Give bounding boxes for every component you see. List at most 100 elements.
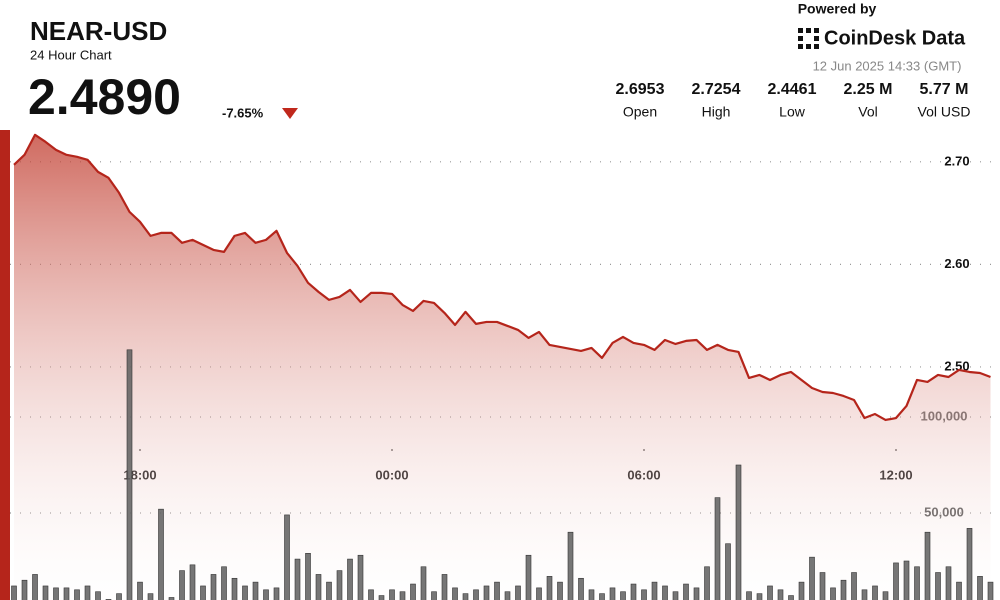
- volume-bar: [357, 554, 364, 600]
- volume-bar: [819, 572, 826, 600]
- volume-bar: [347, 558, 353, 600]
- volume-bar: [809, 556, 815, 600]
- volume-bar: [273, 587, 280, 600]
- volume-bar: [641, 589, 647, 600]
- volume-bar: [32, 574, 38, 600]
- y-tick-label: 2.60: [944, 256, 969, 271]
- volume-bar: [630, 583, 637, 600]
- volume-bar: [494, 581, 500, 600]
- volume-bar: [714, 497, 721, 600]
- volume-bar: [987, 581, 994, 600]
- volume-bar: [861, 589, 868, 600]
- volume-bar: [735, 464, 742, 600]
- brand-icon: [798, 28, 819, 49]
- volume-bar: [294, 558, 301, 600]
- volume-bar: [504, 591, 511, 600]
- volume-bar: [704, 566, 710, 600]
- volume-bar: [84, 585, 91, 600]
- volume-bar: [210, 574, 217, 600]
- volume-bar: [221, 566, 227, 600]
- volume-bar: [914, 566, 920, 600]
- brand: CoinDesk Data: [824, 27, 966, 49]
- price-line: [13, 133, 991, 422]
- chart-title: NEAR-USD: [30, 16, 167, 46]
- volume-bar: [599, 593, 605, 600]
- volume-bar: [473, 589, 479, 600]
- volume-bar: [851, 572, 857, 600]
- volume-bar: [179, 570, 185, 600]
- stat-value: 2.4461: [768, 81, 817, 98]
- stat-value: 2.7254: [692, 81, 741, 98]
- volume-bar: [147, 593, 154, 600]
- volume-bar: [620, 591, 626, 600]
- volume-bar: [252, 581, 259, 600]
- volume-bar: [116, 593, 122, 600]
- volume-bar: [242, 585, 248, 600]
- volume-bar: [672, 591, 679, 600]
- powered-by: Powered by: [798, 1, 877, 17]
- volume-bar: [683, 583, 689, 600]
- volume-bar: [536, 587, 542, 600]
- volume-bar: [725, 543, 731, 600]
- volume-bar: [231, 577, 238, 600]
- stat-value: 2.25 M: [844, 81, 893, 98]
- edge-strip: [0, 130, 10, 600]
- volume-bar: [378, 595, 385, 600]
- volume-bar: [578, 577, 584, 600]
- volume-bar: [452, 587, 458, 600]
- volume-bar: [662, 585, 668, 600]
- volume-bar: [74, 589, 80, 600]
- down-arrow: [282, 108, 298, 119]
- volume-bar: [389, 589, 395, 600]
- volume-bar: [263, 589, 269, 600]
- volume-bar: [11, 585, 17, 600]
- volume-bar: [935, 572, 941, 600]
- stat-label: Vol USD: [918, 104, 971, 120]
- stat-label: High: [702, 104, 731, 120]
- stat-label: Open: [623, 104, 657, 120]
- volume-bar: [557, 581, 563, 600]
- volume-bar: [693, 587, 700, 600]
- volume-bar: [977, 576, 983, 600]
- stat-label: Low: [779, 104, 806, 120]
- volume-bar: [746, 591, 752, 600]
- volume-bar: [315, 574, 322, 600]
- volume-bar: [399, 591, 406, 600]
- volume-bar: [326, 581, 332, 600]
- volume-bar: [200, 585, 206, 600]
- volume-bar: [567, 531, 574, 600]
- volume-bar: [872, 585, 878, 600]
- volume-bar: [63, 587, 70, 600]
- volume-bar: [410, 583, 416, 600]
- y-tick-label: 2.50: [944, 358, 969, 373]
- stat-value: 5.77 M: [920, 81, 969, 98]
- volume-bar: [515, 585, 521, 600]
- volume-bar: [956, 581, 962, 600]
- volume-bar: [284, 514, 290, 600]
- volume-bar: [840, 579, 847, 600]
- volume-bar: [966, 528, 973, 600]
- price: 2.4890: [28, 69, 181, 125]
- volume-bar: [546, 576, 553, 600]
- volume-bar: [462, 593, 469, 600]
- volume-bar: [420, 566, 427, 600]
- volume-bar: [798, 581, 805, 600]
- stat-label: Vol: [858, 104, 877, 120]
- volume-bar: [777, 589, 784, 600]
- volume-bar: [525, 554, 532, 600]
- volume-bar: [158, 508, 164, 600]
- change: -7.65%: [222, 105, 264, 120]
- volume-bar: [305, 553, 311, 600]
- volume-bar: [893, 562, 899, 600]
- volume-bar: [431, 591, 437, 600]
- volume-bar: [95, 591, 101, 600]
- stats: 2.6953 Open 2.7254 High 2.4461 Low 2.25 M Vol 5.…: [616, 81, 971, 119]
- volume-bar: [42, 585, 49, 600]
- chart-subtitle: 24 Hour Chart: [30, 47, 112, 62]
- volume-bar: [126, 349, 133, 600]
- volume-bar: [368, 589, 374, 600]
- volume-bar: [483, 585, 490, 600]
- volume-bar: [53, 587, 59, 600]
- volume-bar: [651, 581, 658, 600]
